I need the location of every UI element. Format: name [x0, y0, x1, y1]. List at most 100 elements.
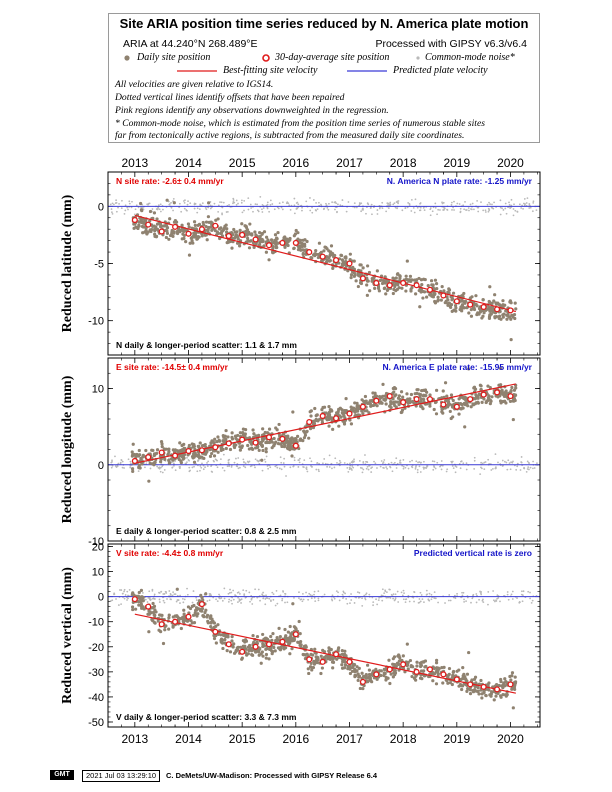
cmn-point: [483, 468, 486, 471]
cmn-point: [506, 591, 509, 593]
cmn-point: [198, 208, 201, 211]
daily-point: [207, 220, 211, 224]
daily-point: [410, 285, 414, 290]
daily-point: [152, 211, 157, 215]
panel-east: 100-10E site rate: -14.5± 0.4 mm/yr N. Am…: [60, 357, 541, 548]
daily-point: [459, 684, 463, 688]
cmn-point: [111, 464, 114, 467]
daily-point: [286, 243, 290, 248]
cmn-point: [366, 460, 368, 463]
cmn-point: [262, 207, 265, 209]
cmn-point: [507, 459, 510, 462]
cmn-point: [153, 593, 156, 596]
cmn-point: [526, 460, 529, 463]
cmn-point: [385, 591, 388, 594]
site-rate-label: V site rate: -4.4± 0.8 mm/yr: [116, 548, 224, 558]
cmn-point: [502, 209, 505, 211]
cmn-point: [111, 202, 114, 205]
daily-point: [496, 395, 500, 399]
daily-point: [510, 313, 514, 317]
daily-point: [433, 400, 438, 405]
daily-point: [472, 303, 476, 307]
cmn-point: [126, 599, 128, 601]
cmn-point: [456, 202, 459, 205]
daily-point: [280, 444, 284, 449]
cmn-point: [259, 195, 262, 198]
daily-point: [356, 284, 360, 289]
daily-point: [189, 619, 193, 623]
daily-point: [232, 227, 236, 232]
daily-point: [382, 398, 386, 402]
daily-point: [513, 316, 517, 321]
cmn-point: [408, 204, 411, 206]
daily-point: [406, 278, 410, 282]
cmn-point: [264, 603, 267, 606]
cmn-point: [346, 602, 349, 605]
page-title: Site ARIA position time series reduced b…: [119, 16, 529, 31]
cmn-point: [323, 458, 326, 460]
cmn-point: [453, 200, 455, 203]
cmn-point: [409, 460, 411, 463]
data-layer-east: [108, 366, 540, 483]
daily-point: [319, 654, 323, 658]
daily-point: [238, 228, 242, 233]
daily-point: [487, 316, 492, 321]
cmn-point: [520, 207, 523, 209]
daily-point: [233, 434, 238, 438]
avg30-point: [440, 401, 447, 408]
daily-point: [180, 237, 184, 241]
cmn-point: [228, 203, 230, 206]
cmn-point: [349, 602, 351, 605]
cmn-point: [350, 593, 352, 595]
cmn-point: [473, 468, 476, 470]
daily-point: [322, 650, 327, 654]
daily-point: [351, 664, 355, 669]
daily-point: [139, 600, 143, 604]
daily-point: [232, 236, 237, 240]
avg30-point: [400, 279, 407, 286]
daily-point: [276, 646, 281, 650]
daily-point: [484, 694, 488, 698]
cmn-point: [206, 465, 209, 468]
daily-point: [361, 411, 365, 416]
cmn-point: [123, 588, 126, 591]
daily-point: [132, 453, 137, 457]
cmn-point: [519, 469, 522, 471]
cmn-point: [256, 596, 259, 599]
cmn-point: [417, 601, 420, 604]
cmn-point: [281, 599, 284, 602]
avg30-point: [440, 671, 447, 678]
cmn-point: [131, 200, 133, 203]
cmn-point: [519, 601, 521, 604]
daily-point: [276, 241, 280, 245]
daily-point: [394, 276, 398, 280]
daily-point: [284, 634, 288, 638]
cmn-point: [328, 466, 331, 468]
cmn-point: [158, 208, 161, 211]
avg30-point: [145, 221, 152, 228]
cmn-point: [511, 598, 514, 600]
cmn-point: [179, 594, 182, 597]
cmn-point: [522, 202, 525, 205]
daily-point: [407, 398, 411, 402]
avg30-point: [494, 306, 501, 313]
daily-point: [224, 428, 228, 433]
cmn-point: [269, 466, 272, 469]
cmn-point: [506, 593, 509, 596]
daily-point: [319, 250, 323, 254]
cmn-point: [144, 466, 146, 469]
cmn-point: [415, 460, 418, 463]
cmn-point: [393, 202, 396, 205]
cmn-point: [389, 465, 391, 468]
cmn-point: [429, 214, 432, 217]
cmn-point: [434, 467, 437, 470]
daily-point: [394, 405, 398, 409]
daily-point: [216, 623, 220, 627]
daily-point: [394, 393, 398, 397]
daily-point: [508, 300, 512, 304]
daily-point: [401, 395, 405, 399]
cmn-point: [408, 600, 411, 603]
daily-point: [514, 307, 518, 311]
daily-point: [224, 635, 228, 639]
daily-point: [351, 406, 356, 410]
